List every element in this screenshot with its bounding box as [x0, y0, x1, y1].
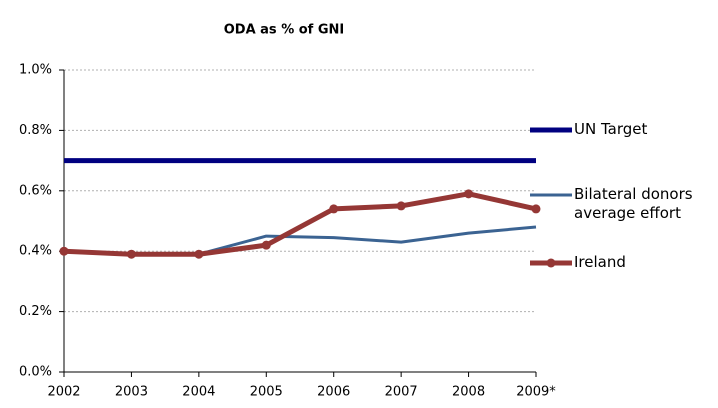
chart-title: ODA as % of GNI: [224, 23, 345, 38]
data-point: [261, 240, 271, 250]
legend-marker: [546, 258, 556, 268]
x-tick-label: 2002: [47, 385, 80, 400]
y-tick-label: 0.4%: [19, 244, 52, 259]
x-tick-label: 2008: [452, 385, 485, 400]
legend-label: Bilateral donors average effort: [574, 185, 693, 222]
data-point: [396, 201, 406, 211]
y-tick-label: 1.0%: [19, 63, 52, 78]
data-point: [531, 204, 541, 214]
data-point: [329, 204, 339, 214]
x-tick-label: 2006: [317, 385, 350, 400]
series-line: [63, 191, 537, 257]
data-point: [126, 249, 136, 259]
data-point: [464, 189, 474, 199]
y-tick-label: 0.0%: [19, 365, 52, 380]
data-point: [59, 246, 69, 256]
data-point: [194, 249, 204, 259]
x-tick-label: 2009*: [516, 385, 556, 400]
legend-label: UN Target: [574, 120, 648, 138]
series-line: [63, 225, 537, 256]
x-tick-label: 2003: [115, 385, 148, 400]
y-tick-label: 0.8%: [19, 123, 52, 138]
legend-label: Ireland: [574, 253, 626, 271]
x-tick-label: 2007: [385, 385, 418, 400]
x-tick-label: 2005: [250, 385, 283, 400]
y-tick-label: 0.2%: [19, 304, 52, 319]
y-tick-label: 0.6%: [19, 183, 52, 198]
x-tick-label: 2004: [182, 385, 215, 400]
